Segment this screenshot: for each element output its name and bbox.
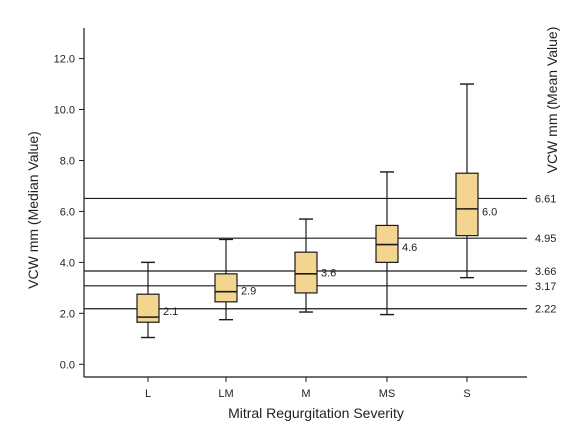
reference-line-label: 6.61: [535, 193, 556, 205]
box-l: 2.1: [136, 261, 178, 339]
y-tick-label: 2.0: [60, 308, 75, 320]
y-axis-title: VCW mm (Median Value): [25, 131, 41, 289]
mean-value-label: 3.6: [321, 268, 336, 280]
box-ms: 4.6: [375, 171, 417, 316]
box-s: 6.0: [455, 83, 497, 279]
y-tick-label: 6.0: [60, 206, 75, 218]
mean-value-label: 4.6: [402, 242, 417, 254]
y-tick-label: 8.0: [60, 155, 75, 167]
x-tick-label: MS: [379, 388, 396, 400]
reference-line-label: 2.22: [535, 304, 556, 316]
mean-value-label: 2.9: [241, 285, 256, 297]
iqr-box: [214, 273, 238, 303]
x-tick-label: LM: [218, 388, 233, 400]
box-m: 3.6: [294, 218, 336, 313]
mean-value-label: 2.1: [163, 306, 178, 318]
reference-line-label: 3.17: [535, 281, 556, 293]
y-tick-label: 12.0: [54, 54, 75, 66]
x-tick-label: L: [145, 388, 151, 400]
x-axis-title: Mitral Regurgitation Severity: [228, 405, 404, 421]
y-tick-label: 10.0: [54, 105, 75, 117]
y-tick-label: 4.0: [60, 257, 75, 269]
boxes: 2.1 2.9 3.6 4.6 6.0: [136, 83, 497, 339]
iqr-box: [294, 251, 318, 294]
y-tick-label: 0.0: [60, 359, 75, 371]
iqr-box: [455, 172, 479, 237]
x-tick-label: S: [463, 388, 470, 400]
mean-value-label: 6.0: [482, 206, 497, 218]
box-lm: 2.9: [214, 238, 256, 321]
x-axis: L LM M MS S: [84, 376, 527, 400]
y-axis: 0.0 2.0 4.0 6.0 8.0 10.0 12.0: [54, 28, 85, 377]
reference-line-label: 4.95: [535, 233, 556, 245]
reference-line-label: 3.66: [535, 266, 556, 278]
iqr-box: [136, 293, 160, 323]
x-tick-label: M: [301, 388, 310, 400]
y-axis-right-title: VCW mm (Mean Value): [544, 27, 560, 174]
